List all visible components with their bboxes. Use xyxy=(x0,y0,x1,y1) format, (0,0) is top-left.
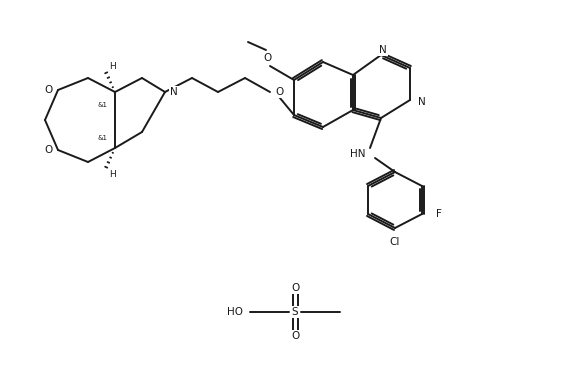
Text: O: O xyxy=(264,53,272,63)
Text: &1: &1 xyxy=(97,102,107,108)
Text: H: H xyxy=(108,61,115,71)
Text: HO: HO xyxy=(227,307,243,317)
Text: O: O xyxy=(45,145,53,155)
Text: N: N xyxy=(418,97,426,107)
Text: F: F xyxy=(436,209,442,219)
Text: &1: &1 xyxy=(97,135,107,141)
Text: O: O xyxy=(291,283,299,293)
Text: HN: HN xyxy=(350,149,366,159)
Text: O: O xyxy=(291,331,299,341)
Text: O: O xyxy=(275,87,283,97)
Text: N: N xyxy=(379,45,387,55)
Text: O: O xyxy=(45,85,53,95)
Text: N: N xyxy=(170,87,178,97)
Text: H: H xyxy=(108,169,115,178)
Text: S: S xyxy=(292,307,298,317)
Text: Cl: Cl xyxy=(390,237,400,247)
